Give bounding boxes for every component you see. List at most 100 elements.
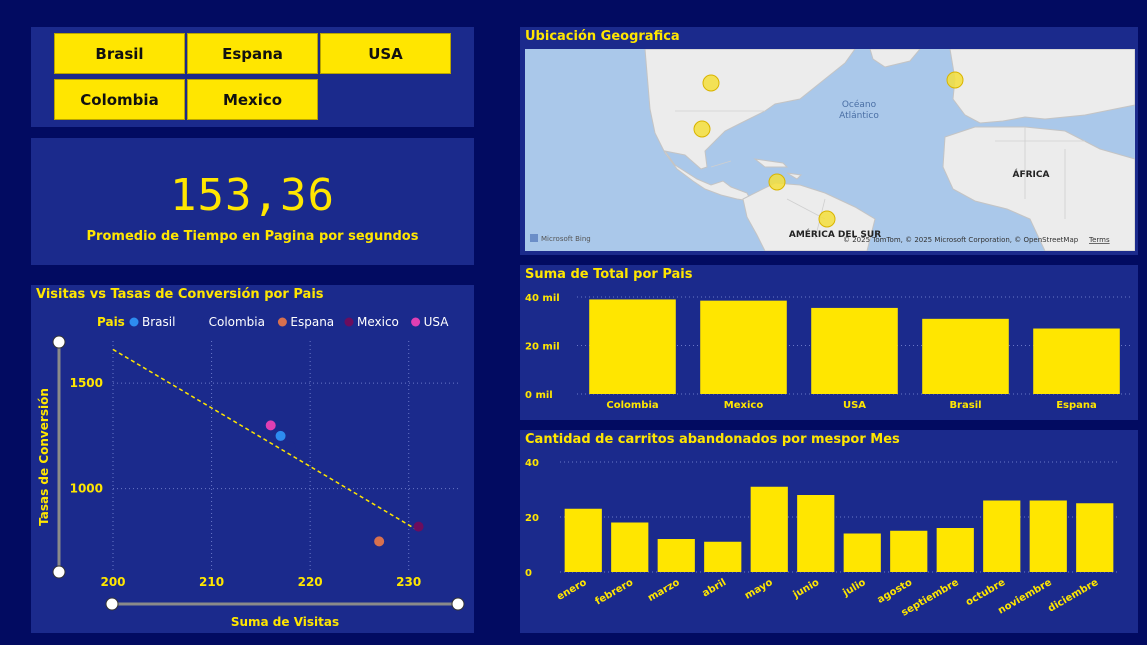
y-tick-label: 1000 <box>70 482 103 496</box>
x-zoom-handle-right <box>451 597 465 611</box>
bar-noviembre[interactable] <box>1029 500 1067 573</box>
bar-abril[interactable] <box>704 541 742 572</box>
scatter-point-colombia[interactable] <box>285 441 296 452</box>
month-bar-title: Cantidad de carritos abandonados por mes… <box>525 432 900 447</box>
legend-marker-colombia <box>196 317 206 327</box>
bar-septiembre[interactable] <box>936 528 974 572</box>
bar-brasil[interactable] <box>922 318 1009 394</box>
legend-marker-mexico <box>344 317 354 327</box>
bar-enero[interactable] <box>564 508 602 572</box>
x-tick-label: Brasil <box>949 400 981 411</box>
x-tick-label: abril <box>700 577 728 599</box>
x-tick-label: julio <box>840 577 867 599</box>
x-zoom-handle-left <box>105 597 119 611</box>
x-tick-label: USA <box>843 400 866 411</box>
south-america-label: AMÉRICA DEL SUR <box>789 228 881 240</box>
y-tick-label: 20 <box>525 513 539 524</box>
legend-marker-usa <box>411 317 421 327</box>
scatter-point-mexico[interactable] <box>413 521 424 532</box>
country-bar-title: Suma de Total por Pais <box>525 267 693 282</box>
scatter-point-espana[interactable] <box>374 536 385 547</box>
europe-land <box>949 49 1135 124</box>
bar-mayo[interactable] <box>750 486 788 572</box>
x-tick-label: mayo <box>743 577 775 602</box>
bar-usa[interactable] <box>811 307 898 394</box>
scatter-legend: Brasil Colombia Espana Mexico USA <box>129 315 450 329</box>
bar-colombia[interactable] <box>589 299 676 394</box>
kpi-label: Promedio de Tiempo en Pagina por segundo… <box>86 229 419 244</box>
x-tick-label: Colombia <box>606 400 658 411</box>
south-america-land <box>742 182 876 251</box>
bar-diciembre[interactable] <box>1076 503 1114 572</box>
caribbean-islands <box>753 158 803 180</box>
bar-espana[interactable] <box>1033 328 1120 394</box>
x-tick-label: agosto <box>876 577 915 606</box>
scatter-point-usa[interactable] <box>265 420 276 431</box>
slicer-button-usa[interactable]: USA <box>320 33 451 74</box>
y-tick-label: 40 mil <box>525 293 560 304</box>
x-tick-label: Espana <box>1056 400 1097 411</box>
trend-line <box>112 348 419 532</box>
kpi-value: 153,36 <box>170 170 335 221</box>
x-tick-label: junio <box>791 577 822 601</box>
slicer-button-espana[interactable]: Espana <box>187 33 318 74</box>
bar-julio[interactable] <box>843 533 881 573</box>
country-slicer-panel: Brasil Espana USA Colombia Mexico <box>31 27 474 127</box>
scatter-panel: Visitas vs Tasas de Conversión por Pais … <box>31 285 474 633</box>
ocean-label-1: Océano <box>842 99 877 110</box>
bar-octubre[interactable] <box>983 500 1021 573</box>
x-tick-label: febrero <box>594 577 636 607</box>
y-axis-label: Tasas de Conversión <box>37 388 51 526</box>
legend-title: Pais <box>97 315 125 329</box>
x-tick-label: marzo <box>646 577 682 604</box>
y-zoom-handle-top <box>52 335 66 349</box>
legend-item-brasil[interactable]: Brasil <box>142 315 175 329</box>
x-tick-label: 210 <box>199 575 224 589</box>
map-title: Ubicación Geografica <box>525 29 680 44</box>
bar-febrero[interactable] <box>611 522 649 573</box>
y-tick-label: 20 mil <box>525 342 560 353</box>
bar-agosto[interactable] <box>890 530 928 572</box>
bar-junio[interactable] <box>797 495 835 572</box>
slicer-button-mexico[interactable]: Mexico <box>187 79 318 120</box>
kpi-card: 153,36 Promedio de Tiempo en Pagina por … <box>31 138 474 265</box>
scatter-title: Visitas vs Tasas de Conversión por Pais <box>36 287 324 302</box>
x-tick-label: 220 <box>298 575 323 589</box>
map-panel: Ubicación Geografica Océano Atlán <box>520 27 1138 255</box>
x-tick-label: 230 <box>396 575 421 589</box>
map-attribution: © 2025 TomTom, © 2025 Microsoft Corporat… <box>843 236 1079 244</box>
slicer-button-brasil[interactable]: Brasil <box>54 33 185 74</box>
x-tick-label: 200 <box>100 575 125 589</box>
map-canvas[interactable]: Océano Atlántico ÁFRICA AMÉRICA DEL SUR … <box>525 49 1135 251</box>
y-zoom-handle-bottom <box>52 565 66 579</box>
africa-land <box>942 126 1135 251</box>
legend-item-colombia[interactable]: Colombia <box>209 315 265 329</box>
legend-item-usa[interactable]: USA <box>424 315 450 329</box>
y-tick-label: 0 mil <box>525 390 553 401</box>
map-bubble-colombia <box>768 173 786 191</box>
ocean-label-2: Atlántico <box>839 111 879 121</box>
map-bubble-espana <box>946 71 964 89</box>
y-tick-label: 0 <box>525 568 532 579</box>
month-bar-panel: Cantidad de carritos abandonados por mes… <box>520 430 1138 633</box>
x-tick-label: Mexico <box>724 400 764 411</box>
month-bar-chart: 0 20 40 enero febrero marzo abril mayo junio juli… <box>525 458 1118 619</box>
x-tick-label: diciembre <box>1046 577 1100 615</box>
map-bubble-usa <box>702 74 720 92</box>
scatter-chart: Pais Brasil Colombia Espana Mexico USA 200 21… <box>37 315 465 629</box>
y-tick-label: 40 <box>525 458 539 469</box>
scatter-point-brasil[interactable] <box>275 430 286 441</box>
slicer-button-colombia[interactable]: Colombia <box>54 79 185 120</box>
y-tick-label: 1500 <box>70 376 103 390</box>
country-bar-chart: 0 mil 20 mil 40 mil Colombia Mexico USA Brasil… <box>525 293 1132 411</box>
legend-item-espana[interactable]: Espana <box>290 315 334 329</box>
map-bubble-mexico <box>693 120 711 138</box>
bar-mexico[interactable] <box>700 300 787 394</box>
x-axis-label: Suma de Visitas <box>231 615 339 629</box>
legend-item-mexico[interactable]: Mexico <box>357 315 399 329</box>
bar-marzo[interactable] <box>657 539 695 572</box>
country-bar-panel: Suma de Total por Pais 0 mil 20 mil 40 mil… <box>520 265 1138 420</box>
map-bubble-brasil <box>818 210 836 228</box>
map-terms-link: Terms <box>1088 236 1110 244</box>
greenland-land <box>869 49 921 68</box>
